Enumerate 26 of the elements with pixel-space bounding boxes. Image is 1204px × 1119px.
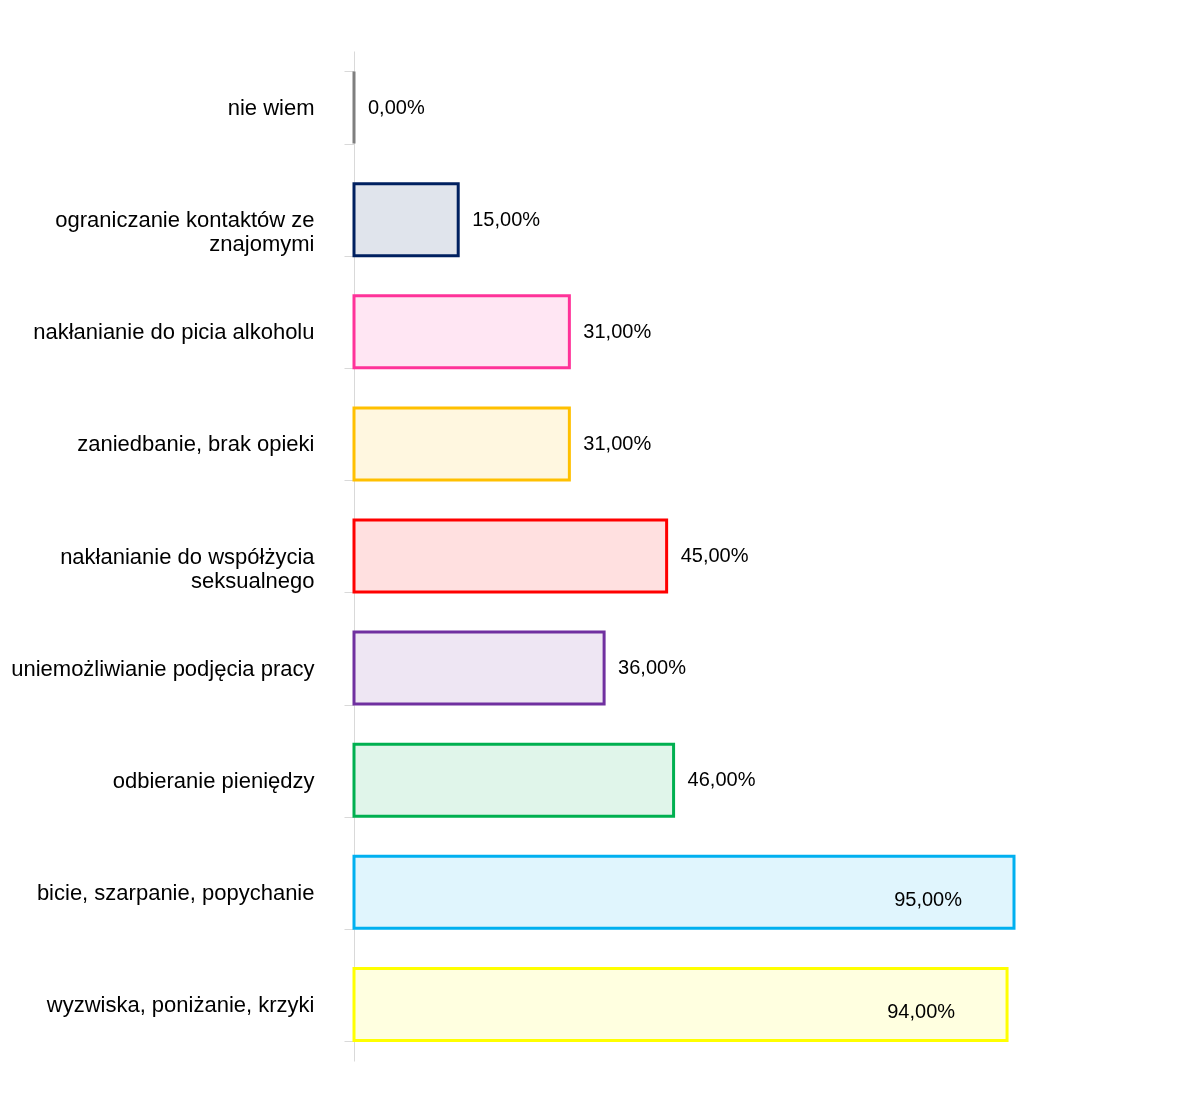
y-tick-label: zaniedbanie, brak opieki: [77, 431, 315, 457]
y-tick-label: nakłanianie do picia alkoholu: [33, 319, 315, 345]
data-label: 15,00%: [472, 207, 541, 230]
y-tick-label: uniemożliwianie podjęcia pracy: [11, 655, 315, 681]
bar: [352, 518, 669, 594]
data-label: 94,00%: [887, 1000, 956, 1023]
data-label: 95,00%: [894, 888, 963, 911]
data-label: 0,00%: [368, 95, 425, 118]
y-tick-label: nie wiem: [227, 95, 315, 121]
data-label: 46,00%: [687, 768, 756, 791]
bar: [352, 854, 1016, 930]
data-label: 36,00%: [618, 656, 687, 679]
bar: [352, 294, 571, 370]
bar: [352, 182, 460, 258]
bar: [352, 742, 676, 818]
bar: [352, 966, 1009, 1042]
data-label: 31,00%: [583, 319, 652, 342]
data-label: 45,00%: [680, 544, 749, 566]
y-tick-label: odbieranie pieniędzy: [112, 767, 315, 793]
data-label: 31,00%: [583, 431, 652, 454]
y-tick-label: bicie, szarpanie, popychanie: [36, 879, 315, 905]
y-tick-label: wyzwiska, poniżanie, krzyki: [45, 991, 315, 1017]
bar: [352, 406, 571, 482]
bar: [352, 630, 606, 706]
y-tick-label: nakłanianie do współżycia seksualnego: [60, 543, 316, 593]
y-tick-label: ograniczanie kontaktów ze znajomymi: [55, 207, 315, 257]
